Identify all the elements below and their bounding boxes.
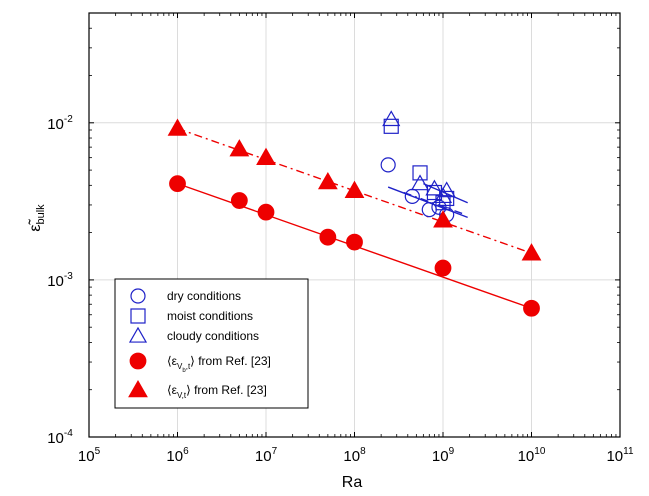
- cloudy-point: [410, 174, 430, 191]
- legend-cloudy-label: cloudy conditions: [167, 329, 259, 343]
- vb-point: [319, 228, 337, 246]
- x-axis-title: Ra: [342, 474, 363, 491]
- x-tick-label: 107: [255, 446, 278, 465]
- data-markers: [167, 110, 542, 317]
- vt-point: [317, 171, 338, 190]
- moist-point: [383, 118, 399, 134]
- legend-vt-marker: [128, 379, 148, 398]
- vt-point: [344, 180, 365, 198]
- legend-vt-label: ⟨εV,t⟩ from Ref. [23]: [167, 383, 267, 400]
- legend-vb-marker: [129, 352, 147, 370]
- vb-point: [434, 259, 452, 277]
- legend-dry-label: dry conditions: [167, 289, 241, 303]
- moist-point: [412, 165, 428, 181]
- vb-point: [169, 175, 186, 193]
- legend-cloudy-marker: [128, 326, 148, 343]
- legend-dry-marker: [130, 288, 146, 304]
- y-tick-label: 10-3: [47, 271, 73, 290]
- x-tick-labels: 105 106 107 108 109 1010 1011: [78, 446, 634, 465]
- vb-point: [346, 233, 363, 251]
- x-tick-label: 1010: [518, 446, 546, 465]
- legend-vb-label: ⟨εVb,t⟩ from Ref. [23]: [167, 354, 271, 374]
- x-tick-label: 1011: [606, 446, 634, 465]
- vt-point: [521, 243, 542, 261]
- x-tick-label: 108: [343, 446, 366, 465]
- cloudy-point: [382, 110, 401, 127]
- x-tick-label: 105: [78, 446, 101, 465]
- legend-box: [114, 278, 309, 409]
- vb-point: [257, 203, 275, 221]
- vt-point: [167, 118, 188, 136]
- axis-ticks: [88, 13, 621, 438]
- vb-point: [230, 192, 248, 209]
- vt-point: [433, 210, 453, 228]
- y-tick-label: 10-4: [47, 428, 73, 447]
- vt-point: [229, 139, 250, 157]
- legend: dry conditions moist conditions cloudy con…: [114, 278, 309, 409]
- x-tick-label: 106: [166, 446, 189, 465]
- y-tick-labels: 10-4 10-3 10-2: [47, 114, 73, 447]
- moist-point: [439, 190, 455, 207]
- dry-point: [380, 157, 396, 173]
- x-tick-label: 109: [432, 446, 455, 465]
- legend-moist-marker: [130, 308, 146, 324]
- cloudy-point: [425, 179, 444, 196]
- moist-fit-line: [403, 191, 466, 216]
- y-tick-label: 10-2: [47, 114, 73, 133]
- legend-moist-label: moist conditions: [167, 309, 253, 323]
- vb-point: [523, 299, 540, 317]
- cloudy-point: [437, 181, 456, 198]
- y-axis-title-sub: bulk: [35, 204, 47, 225]
- vt-point: [256, 147, 276, 165]
